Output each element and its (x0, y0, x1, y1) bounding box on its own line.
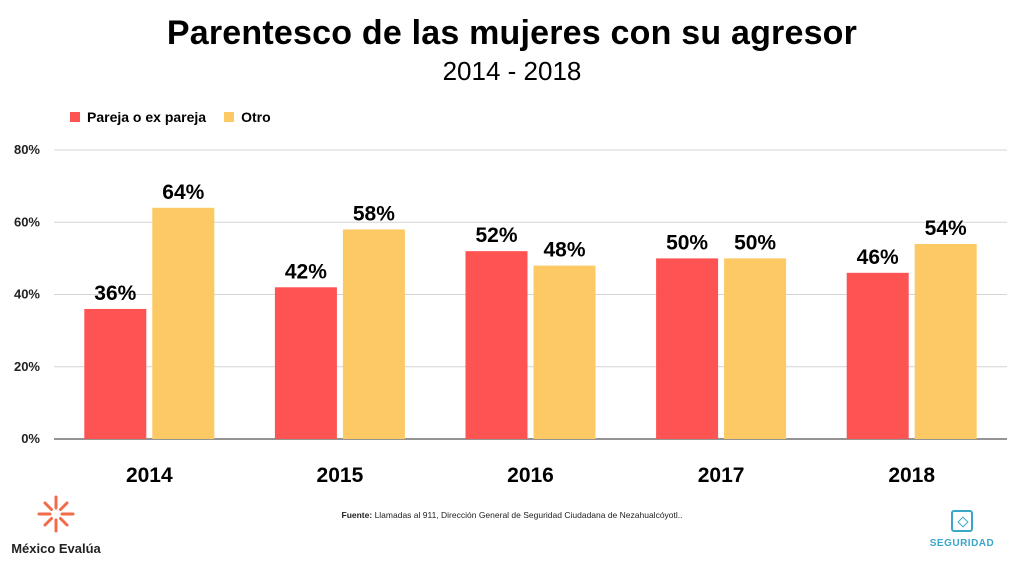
x-tick-label: 2018 (888, 464, 935, 487)
y-tick-label: 60% (14, 214, 40, 229)
y-tick-label: 40% (14, 287, 40, 302)
legend-item-otro: Otro (224, 109, 271, 125)
y-tick-label: 80% (14, 142, 40, 157)
diamond-square-icon (951, 510, 973, 532)
legend-item-pareja: Pareja o ex pareja (70, 109, 206, 125)
bar (152, 207, 215, 439)
data-label: 42% (285, 260, 327, 283)
x-tick-label: 2016 (507, 464, 554, 487)
x-tick-label: 2017 (698, 464, 745, 487)
bar (274, 287, 337, 439)
source-label: Fuente: (341, 510, 373, 520)
legend-label-pareja: Pareja o ex pareja (87, 109, 207, 125)
bar (724, 258, 787, 439)
chart-subtitle: 2014 - 2018 (442, 56, 582, 86)
bar (465, 251, 528, 439)
data-label: 36% (94, 282, 136, 305)
section-tag: SEGURIDAD (920, 510, 1004, 549)
x-tick-label: 2014 (126, 464, 173, 487)
bar (533, 265, 596, 439)
data-label: 46% (857, 246, 899, 269)
y-tick-label: 0% (21, 431, 40, 446)
data-label: 54% (925, 217, 967, 240)
legend-swatch-otro (224, 112, 235, 122)
brand-name: México Evalúa (11, 541, 101, 556)
data-label: 58% (353, 202, 395, 225)
legend: Pareja o ex pareja Otro (70, 109, 271, 125)
data-label: 50% (666, 231, 708, 254)
brand: México Evalúa (6, 494, 106, 556)
bar (656, 258, 719, 439)
legend-label-otro: Otro (241, 109, 271, 125)
bar (342, 229, 405, 439)
bar-chart: 0% 20% 40% 60% 80% 36% 64% 2014 42% 58% 2015 52% 48%… (14, 142, 1007, 487)
data-label: 48% (543, 239, 585, 262)
bar (914, 243, 977, 439)
bar (84, 308, 147, 439)
legend-swatch-pareja (70, 112, 80, 122)
x-tick-label: 2015 (317, 464, 364, 487)
section-label: SEGURIDAD (929, 538, 995, 549)
bar (846, 272, 909, 439)
starburst-logo-icon (37, 495, 75, 533)
data-label: 64% (162, 181, 204, 204)
data-label: 50% (734, 231, 776, 254)
source-text: Llamadas al 911, Dirección General de Se… (372, 510, 683, 520)
y-tick-label: 20% (14, 359, 40, 374)
chart-title: Parentesco de las mujeres con su agresor (166, 14, 858, 52)
source-note: Fuente: Llamadas al 911, Dirección Gener… (0, 510, 1024, 520)
data-label: 52% (475, 224, 517, 247)
